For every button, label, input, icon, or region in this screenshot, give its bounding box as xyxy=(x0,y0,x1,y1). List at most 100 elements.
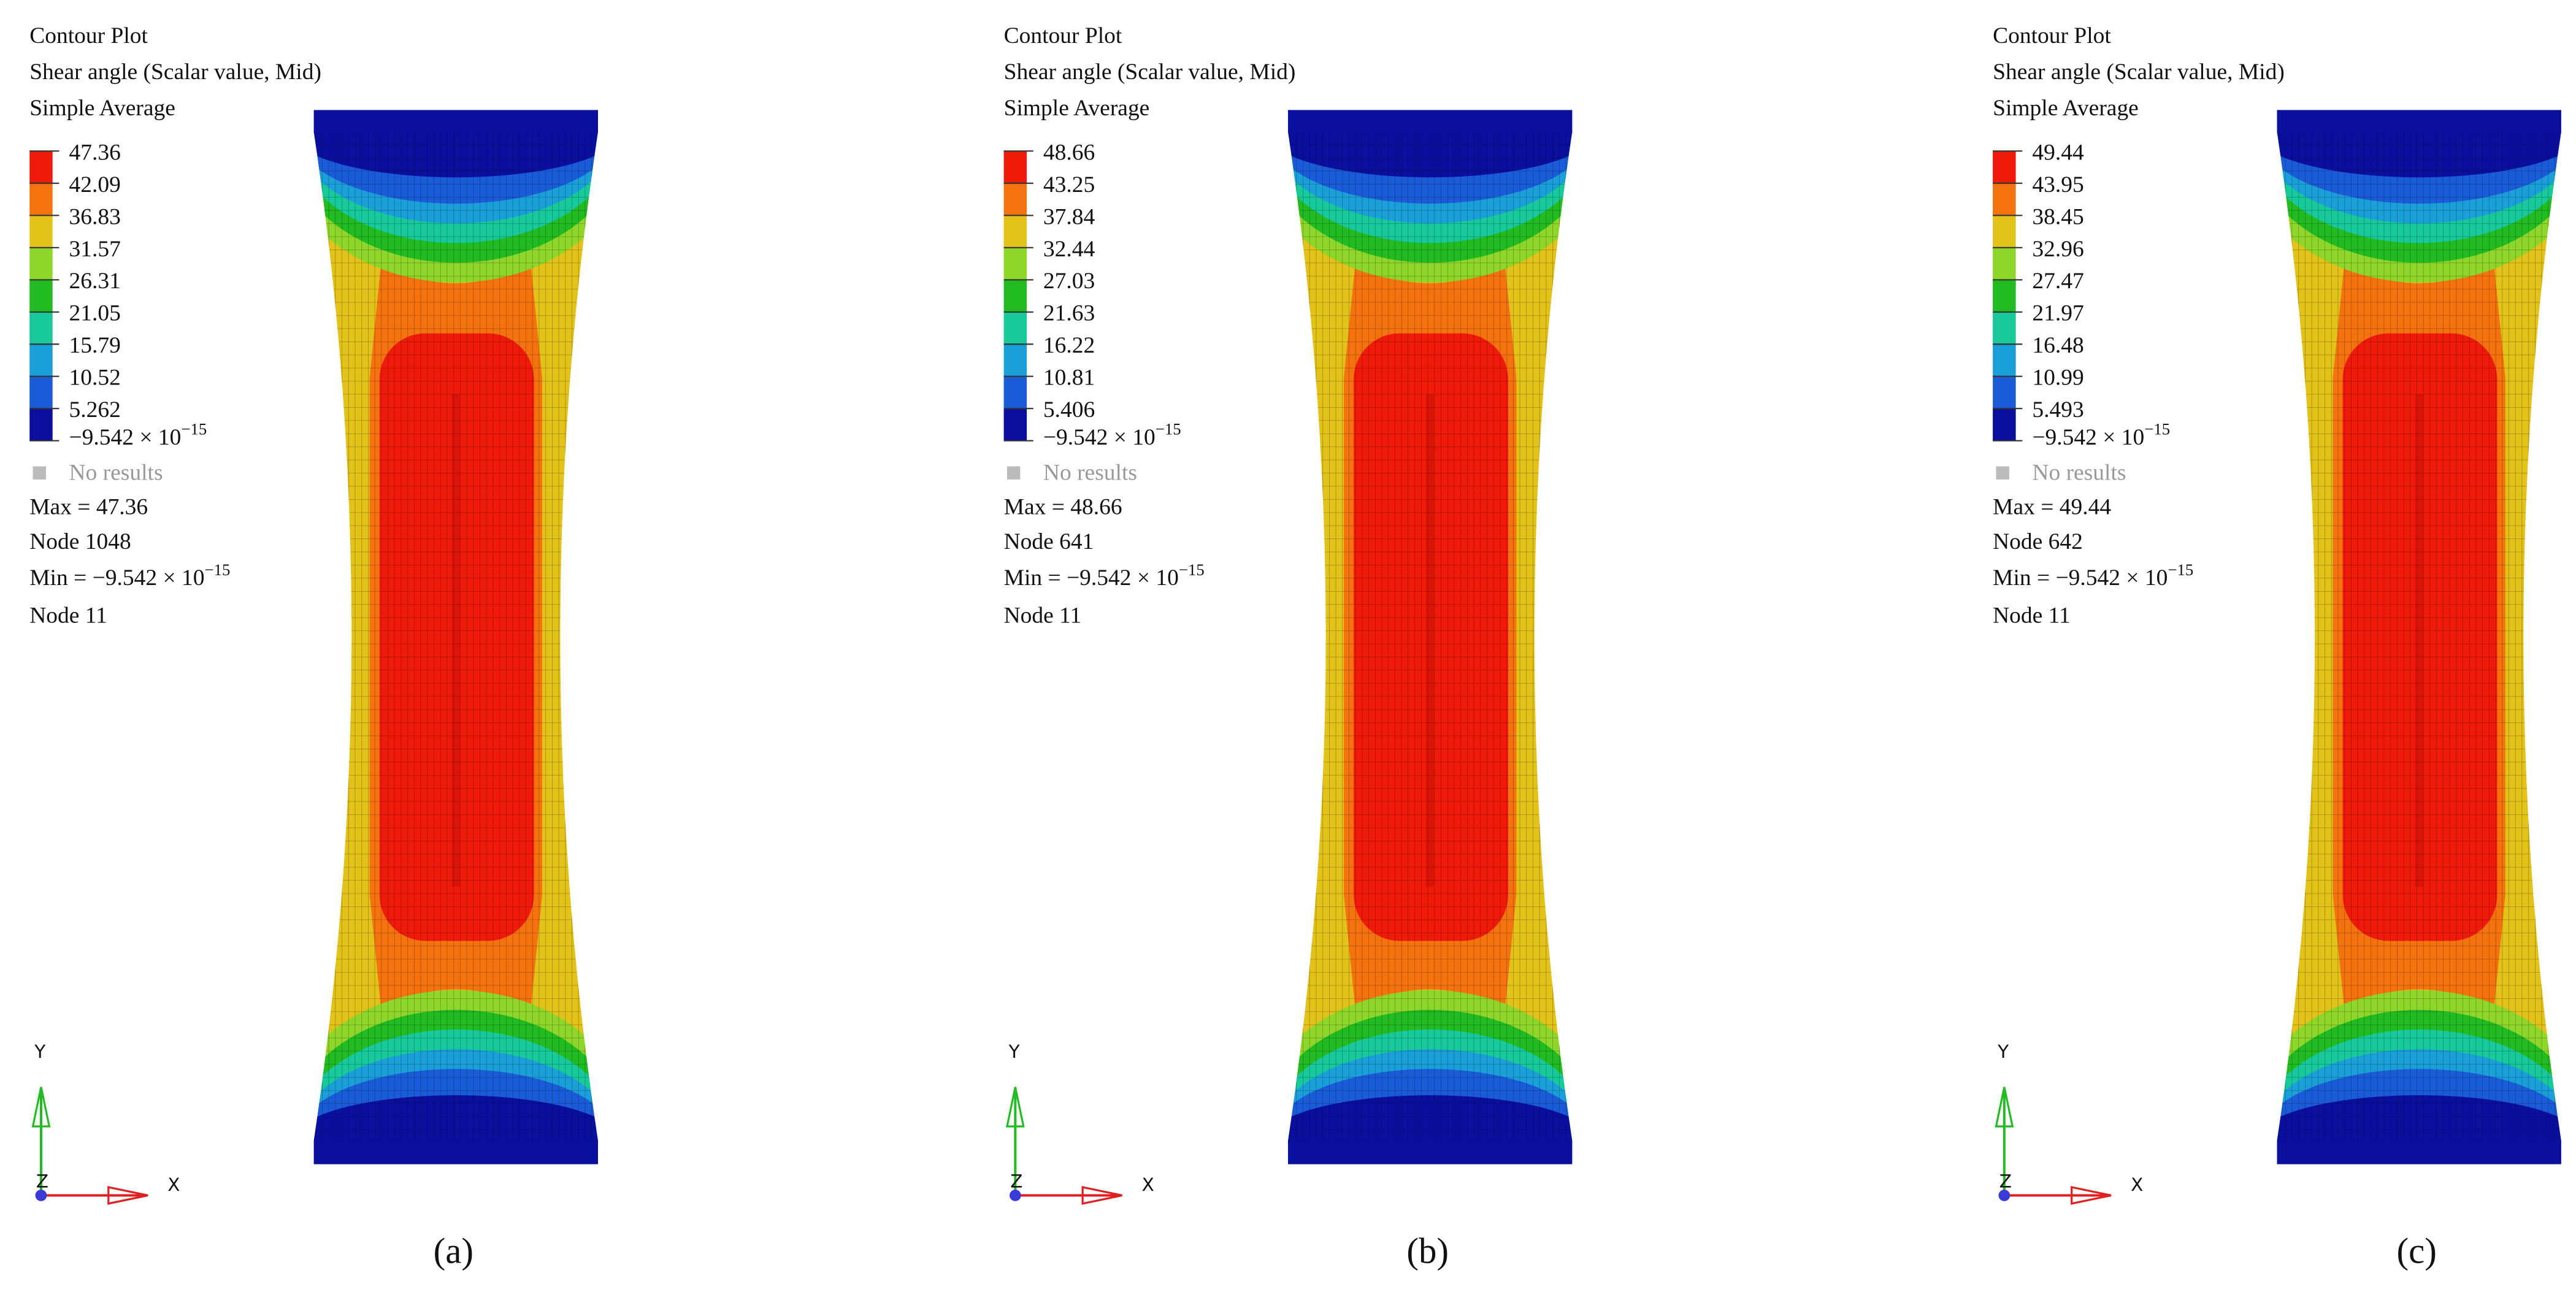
axis-z-label: Z xyxy=(1010,1171,1022,1191)
max: Max = 49.44 xyxy=(1993,495,2111,520)
legend-value: 38.45 xyxy=(2032,204,2083,229)
legend-swatch xyxy=(1003,151,1027,183)
legend-swatch xyxy=(1993,408,2016,441)
legend-value: 16.22 xyxy=(1043,333,1095,358)
legend-value: 27.03 xyxy=(1043,269,1095,294)
min-mantissa: Min = −9.542 × 10 xyxy=(29,565,204,591)
legend-swatch xyxy=(29,215,53,248)
legend-value: 32.44 xyxy=(1043,237,1095,262)
specimen xyxy=(313,131,598,1142)
axis-y-label: Y xyxy=(1008,1041,1021,1062)
grip-top xyxy=(2277,110,2561,133)
legend-value: 43.95 xyxy=(2032,172,2083,197)
legend-value: 26.31 xyxy=(69,269,121,294)
legend-swatch xyxy=(29,280,53,312)
specimen xyxy=(1288,131,1573,1142)
legend-min-mantissa: −9.542 × 10 xyxy=(69,425,182,450)
legend-value: 5.262 xyxy=(69,397,121,423)
legend-min-mantissa: −9.542 × 10 xyxy=(1043,425,1156,450)
min-exponent: −15 xyxy=(204,560,230,579)
legend-swatch xyxy=(29,408,53,441)
panel: Contour Plot Shear angle (Scalar value, M… xyxy=(29,23,598,1271)
grip-top xyxy=(1288,110,1573,133)
legend-value: 49.44 xyxy=(2032,140,2084,165)
axis-origin xyxy=(1998,1189,2011,1201)
quantity: Shear angle (Scalar value, Mid) xyxy=(29,59,321,85)
legend-swatch xyxy=(29,376,53,409)
legend-value: 42.09 xyxy=(69,172,121,197)
mesh xyxy=(2277,131,2561,1142)
grip-bottom xyxy=(313,1141,598,1165)
axis-origin xyxy=(35,1189,47,1201)
min-mantissa: Min = −9.542 × 10 xyxy=(1004,565,1179,591)
no-results-swatch xyxy=(1996,466,2009,480)
legend-swatch xyxy=(29,151,53,183)
legend-min-exponent: −15 xyxy=(1156,420,1181,438)
legend-value: 27.47 xyxy=(2032,269,2083,294)
axis-x-head xyxy=(2071,1186,2112,1205)
legend-swatch xyxy=(29,312,53,345)
axis-y-head xyxy=(31,1087,51,1128)
legend-swatch xyxy=(1003,215,1027,248)
legend-swatch xyxy=(1003,408,1027,441)
legend-value: 21.63 xyxy=(1043,301,1095,326)
legend-min-mantissa: −9.542 × 10 xyxy=(2032,425,2144,450)
axis-x-label: X xyxy=(1142,1174,1154,1195)
averaging: Simple Average xyxy=(1004,96,1150,121)
legend-value: 36.83 xyxy=(69,204,121,229)
legend-swatch xyxy=(1993,215,2016,248)
legend-swatch xyxy=(29,344,53,377)
no-results-swatch xyxy=(1006,466,1021,480)
axis-z-label: Z xyxy=(36,1171,48,1191)
legend-value: 37.84 xyxy=(1043,204,1095,229)
axis-x-head xyxy=(107,1186,148,1205)
max: Max = 48.66 xyxy=(1004,495,1122,520)
specimen xyxy=(2277,131,2561,1142)
legend-swatch xyxy=(1993,247,2016,280)
axis-y-label: Y xyxy=(34,1041,46,1062)
legend-min: −9.542 × 10−15 xyxy=(2032,420,2170,450)
axis-z-label: Z xyxy=(1999,1171,2012,1191)
mesh xyxy=(313,131,598,1142)
legend-swatch xyxy=(29,247,53,280)
panel-label: (c) xyxy=(2396,1231,2436,1271)
legend-value: 16.48 xyxy=(2032,333,2083,358)
axis-x-label: X xyxy=(167,1174,180,1195)
legend-swatch xyxy=(1003,280,1027,312)
legend-min-exponent: −15 xyxy=(2144,420,2170,438)
grip-bottom xyxy=(2277,1141,2561,1165)
legend-swatch xyxy=(1993,183,2016,216)
averaging: Simple Average xyxy=(29,96,175,121)
max-node: Node 1048 xyxy=(29,529,131,554)
min: Min = −9.542 × 10−15 xyxy=(1993,560,2193,591)
panel-label: (a) xyxy=(434,1231,473,1271)
legend-swatch xyxy=(1003,312,1027,345)
legend-swatch xyxy=(1993,151,2016,183)
legend-swatch xyxy=(1003,344,1027,377)
axis-x-head xyxy=(1081,1186,1122,1205)
quantity: Shear angle (Scalar value, Mid) xyxy=(1004,59,1296,85)
legend-value: 15.79 xyxy=(69,333,121,358)
min-mantissa: Min = −9.542 × 10 xyxy=(1993,565,2168,591)
grip-top xyxy=(313,110,598,133)
legend-swatch xyxy=(1003,247,1027,280)
min-exponent: −15 xyxy=(1179,560,1205,579)
panel-label: (b) xyxy=(1406,1231,1449,1271)
max: Max = 47.36 xyxy=(29,495,148,520)
plot-title: Contour Plot xyxy=(1004,23,1122,48)
min: Min = −9.542 × 10−15 xyxy=(29,560,230,591)
min-exponent: −15 xyxy=(2168,560,2193,579)
legend-value: 31.57 xyxy=(69,237,121,262)
legend-value: 5.493 xyxy=(2032,397,2083,423)
legend-value: 10.52 xyxy=(69,365,121,391)
min-node: Node 11 xyxy=(1004,603,1082,628)
grip-bottom xyxy=(1288,1141,1573,1165)
axis-y-label: Y xyxy=(1997,1041,2009,1062)
mesh xyxy=(1288,131,1573,1142)
max-node: Node 642 xyxy=(1993,529,2083,554)
legend-value: 48.66 xyxy=(1043,140,1095,165)
legend-value: 10.99 xyxy=(2032,365,2083,391)
legend-swatch xyxy=(1993,344,2016,377)
